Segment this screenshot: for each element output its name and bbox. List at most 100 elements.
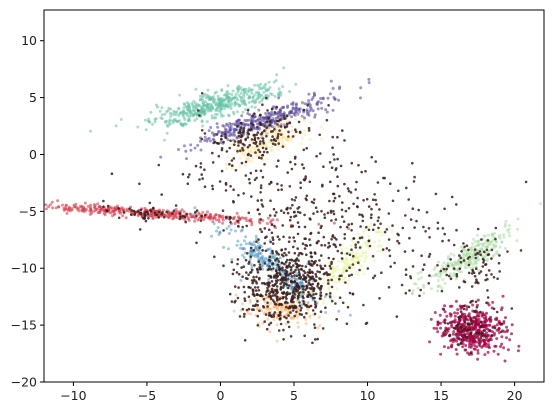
scatter-point [267,278,271,281]
y-tick-label: −20 [11,375,37,390]
scatter-point [268,265,271,268]
scatter-point [201,95,205,99]
scatter-point [362,199,365,202]
scatter-point [299,309,303,312]
scatter-point [209,126,213,129]
scatter-point [471,266,475,270]
scatter-point [261,267,265,271]
scatter-point [330,166,334,169]
scatter-point [224,136,227,139]
scatter-point [277,265,281,269]
scatter-point [204,96,208,100]
scatter-point [481,311,485,315]
scatter-point [237,134,241,138]
scatter-point [203,168,206,171]
scatter-point [235,135,239,139]
scatter-point [124,216,128,220]
scatter-point [257,251,261,255]
scatter-point [308,138,312,142]
scatter-point [449,252,453,256]
scatter-point [482,259,486,262]
scatter-point [354,252,358,256]
scatter-point [438,313,442,317]
scatter-point [240,228,244,232]
scatter-point [500,342,504,346]
scatter-point [327,282,330,285]
scatter-point [416,271,420,275]
scatter-point [260,198,263,202]
scatter-point [239,243,243,247]
scatter-point [259,82,263,86]
scatter-point [195,117,199,121]
scatter-point [278,238,281,241]
scatter-point [241,110,245,114]
scatter-point [177,148,180,151]
scatter-point [238,156,242,160]
scatter-point [239,149,242,152]
scatter-point [490,273,493,276]
scatter-point [242,88,246,92]
scatter-point [212,216,216,220]
scatter-point [356,196,359,200]
scatter-point [322,281,326,285]
scatter-point [136,214,140,218]
scatter-point [476,239,480,243]
scatter-point [308,268,312,272]
scatter-point [313,115,317,119]
scatter-point [332,295,336,299]
scatter-point [173,214,177,218]
scatter-point [388,254,392,258]
scatter-point [226,155,230,159]
scatter-point [474,317,478,321]
scatter-point [267,283,271,287]
scatter-point [149,110,153,114]
scatter-point [242,239,246,243]
scatter-point [453,311,457,315]
scatter-point [136,210,140,213]
scatter-point [337,98,341,102]
scatter-point [185,112,189,116]
scatter-point [323,272,327,275]
scatter-point [254,140,258,144]
scatter-point [265,130,269,134]
scatter-point [446,329,450,333]
scatter-point [352,257,356,260]
scatter-point [343,139,346,142]
scatter-point [314,252,317,255]
scatter-point [278,317,282,320]
scatter-point [301,288,305,291]
scatter-point [316,284,319,288]
scatter-point [121,214,125,218]
scatter-point [214,90,218,94]
scatter-point [293,270,296,274]
scatter-point [472,259,476,263]
scatter-point [460,250,463,253]
scatter-point [276,144,280,148]
scatter-point [411,291,414,295]
scatter-point [200,137,204,141]
scatter-point [288,90,291,93]
scatter-point [278,263,282,267]
scatter-point [168,122,172,126]
scatter-point [321,183,324,187]
scatter-point [163,120,167,123]
scatter-point [309,262,312,266]
scatter-point [499,308,503,312]
scatter-point [245,242,248,246]
scatter-point [257,248,261,252]
scatter-point [269,240,273,244]
scatter-point [477,269,481,273]
scatter-point [316,107,320,111]
scatter-point [455,272,459,276]
scatter-point [502,235,506,239]
scatter-point [484,335,487,338]
scatter-point [265,131,269,135]
scatter-point [484,245,488,249]
scatter-point [229,228,233,232]
scatter-point [260,260,264,264]
scatter-point [357,232,360,236]
scatter-point [249,122,253,125]
scatter-point [295,274,299,278]
scatter-point [279,313,282,317]
scatter-point [265,134,268,138]
